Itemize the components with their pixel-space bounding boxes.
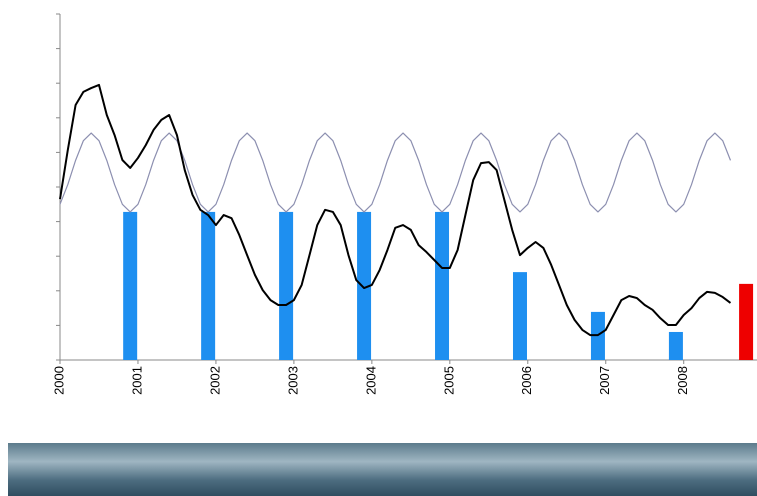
x-tick-label: 2004 xyxy=(363,366,378,395)
x-tick-label: 2005 xyxy=(441,366,456,395)
bar xyxy=(123,212,137,360)
x-tick-label: 2000 xyxy=(51,366,66,395)
bar xyxy=(669,332,683,360)
line xyxy=(60,85,730,335)
bar xyxy=(739,284,753,360)
x-tick-label: 2008 xyxy=(675,366,690,395)
chart: 2000 2001 2002 2003 2004 2005 2006 2007 2008 xyxy=(0,0,757,496)
x-tick-label: 2007 xyxy=(597,366,612,395)
bar xyxy=(513,272,527,360)
bar xyxy=(435,212,449,360)
plot-area: 2000 2001 2002 2003 2004 2005 2006 2007 2008 xyxy=(51,14,757,395)
bar xyxy=(201,212,215,360)
x-tick-label: 2006 xyxy=(519,366,534,395)
x-tick-label: 2002 xyxy=(207,366,222,395)
x-tick-label: 2003 xyxy=(285,366,300,395)
bar xyxy=(279,212,293,360)
water-image xyxy=(8,443,757,496)
line xyxy=(60,133,730,212)
x-tick-label: 2001 xyxy=(129,366,144,395)
